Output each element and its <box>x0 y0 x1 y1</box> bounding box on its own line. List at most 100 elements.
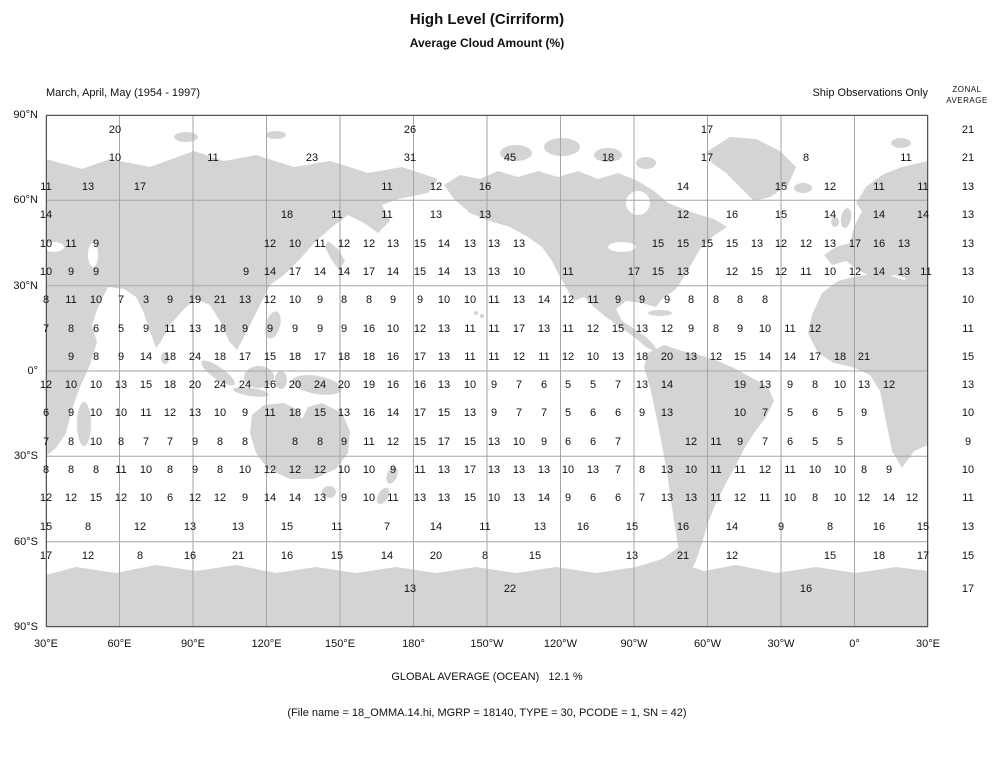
cell-value: 13 <box>660 407 674 419</box>
cell-value: 9 <box>166 294 174 306</box>
cell-value: 13 <box>512 492 526 504</box>
cell-value: 12 <box>263 238 277 250</box>
cell-value: 16 <box>280 550 294 562</box>
cell-value: 9 <box>67 351 75 363</box>
cell-value: 18 <box>163 379 177 391</box>
cell-value: 11 <box>464 323 476 335</box>
cell-value: 9 <box>638 407 646 419</box>
cell-value: 18 <box>280 209 294 221</box>
cell-value: 8 <box>67 436 75 448</box>
cell-value: 9 <box>860 407 868 419</box>
zonal-average-value: 13 <box>961 379 975 391</box>
cell-value: 6 <box>166 492 174 504</box>
zonal-average-value: 10 <box>961 464 975 476</box>
cell-value: 12 <box>263 464 277 476</box>
cell-value: 12 <box>857 492 871 504</box>
cell-value: 18 <box>213 351 227 363</box>
island-ireland <box>831 217 839 227</box>
cell-value: 9 <box>786 379 794 391</box>
cell-value: 12 <box>39 492 53 504</box>
cell-value: 11 <box>65 294 77 306</box>
island-uk <box>840 208 852 228</box>
y-tick-label: 0° <box>27 365 38 377</box>
cell-value: 12 <box>81 550 95 562</box>
x-tick-label: 180° <box>402 638 425 650</box>
cell-value: 10 <box>64 379 78 391</box>
cell-value: 6 <box>589 407 597 419</box>
cell-value: 10 <box>463 379 477 391</box>
cell-value: 17 <box>808 351 822 363</box>
cell-value: 12 <box>213 492 227 504</box>
cell-value: 17 <box>39 550 53 562</box>
cell-value: 17 <box>437 436 451 448</box>
cell-value: 6 <box>614 492 622 504</box>
cell-value: 21 <box>676 550 690 562</box>
x-tick-label: 90°W <box>620 638 648 650</box>
inland-seas <box>44 191 650 267</box>
cell-value: 14 <box>725 521 739 533</box>
cell-value: 11 <box>387 492 399 504</box>
cell-value: 18 <box>833 351 847 363</box>
cell-value: 11 <box>207 152 219 164</box>
landmass-greenland <box>708 137 796 201</box>
cell-value: 12 <box>725 550 739 562</box>
cell-value: 11 <box>164 323 176 335</box>
cell-value: 20 <box>288 379 302 391</box>
landmass-australia <box>250 403 350 479</box>
cell-value: 9 <box>663 294 671 306</box>
cell-value: 9 <box>777 521 785 533</box>
cell-value: 13 <box>463 266 477 278</box>
cell-value: 9 <box>564 492 572 504</box>
cell-value: 6 <box>92 323 100 335</box>
cell-value: 13 <box>897 266 911 278</box>
island-new-guinea <box>292 375 342 395</box>
cell-value: 11 <box>264 407 276 419</box>
cell-value: 8 <box>84 521 92 533</box>
zonal-average-value: 15 <box>961 351 975 363</box>
zonal-column: 21 21 13 13 13 13 10 11 15 13 10 9 10 11 13 15 17 <box>938 115 998 627</box>
cell-value: 10 <box>833 492 847 504</box>
cell-value: 12 <box>725 266 739 278</box>
cell-value: 8 <box>42 294 50 306</box>
cell-value: 14 <box>882 492 896 504</box>
cell-value: 13 <box>857 379 871 391</box>
cell-value: 11 <box>562 266 574 278</box>
cell-value: 12 <box>313 464 327 476</box>
cell-value: 14 <box>916 209 930 221</box>
cell-value: 12 <box>263 294 277 306</box>
cell-value: 11 <box>414 464 426 476</box>
cell-value: 7 <box>166 436 174 448</box>
cell-value: 21 <box>213 294 227 306</box>
cell-value: 7 <box>614 436 622 448</box>
cell-value: 11 <box>314 238 326 250</box>
cell-value: 16 <box>263 379 277 391</box>
cell-value: 15 <box>413 238 427 250</box>
cell-value: 12 <box>848 266 862 278</box>
cell-value: 6 <box>564 436 572 448</box>
cell-value: 12 <box>774 266 788 278</box>
cell-value: 13 <box>188 323 202 335</box>
cell-value: 9 <box>191 436 199 448</box>
cell-value: 10 <box>823 266 837 278</box>
cell-value: 10 <box>362 464 376 476</box>
cell-value: 13 <box>463 238 477 250</box>
cell-value: 12 <box>676 209 690 221</box>
cell-value: 15 <box>330 550 344 562</box>
cell-value: 12 <box>709 351 723 363</box>
cell-value: 13 <box>660 492 674 504</box>
cell-value: 8 <box>117 436 125 448</box>
cell-value: 11 <box>381 181 393 193</box>
cell-value: 16 <box>183 550 197 562</box>
cell-value: 12 <box>660 323 674 335</box>
cell-value: 10 <box>288 238 302 250</box>
cell-value: 13 <box>231 521 245 533</box>
cell-value: 19 <box>733 379 747 391</box>
x-tick-label: 60°E <box>107 638 132 650</box>
cell-value: 19 <box>362 379 376 391</box>
cell-value: 10 <box>39 238 53 250</box>
cell-value: 9 <box>67 266 75 278</box>
cell-value: 15 <box>625 521 639 533</box>
cell-value: 8 <box>481 550 489 562</box>
cell-value: 7 <box>761 407 769 419</box>
cell-value: 18 <box>362 351 376 363</box>
